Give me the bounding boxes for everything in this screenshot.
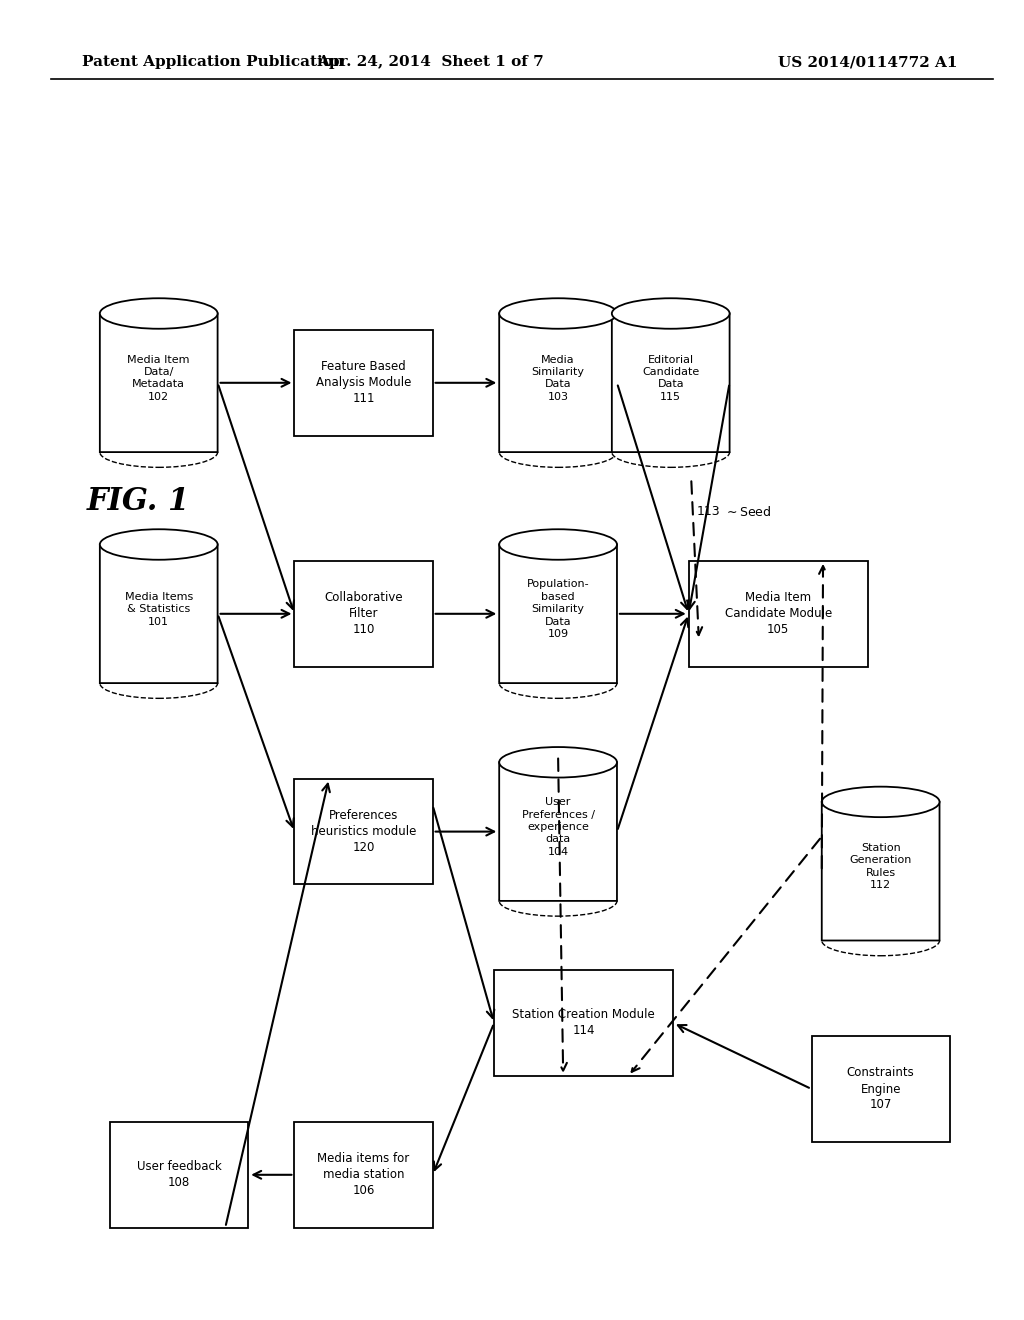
FancyBboxPatch shape xyxy=(295,1122,432,1228)
FancyBboxPatch shape xyxy=(612,314,729,451)
Ellipse shape xyxy=(821,787,940,817)
Ellipse shape xyxy=(500,668,616,698)
Text: Constraints
Engine
107: Constraints Engine 107 xyxy=(847,1067,914,1111)
Text: 113: 113 xyxy=(696,506,720,517)
Ellipse shape xyxy=(500,529,616,560)
Ellipse shape xyxy=(821,925,940,956)
Text: $\sim$Seed: $\sim$Seed xyxy=(724,504,771,519)
Ellipse shape xyxy=(500,437,616,467)
Text: US 2014/0114772 A1: US 2014/0114772 A1 xyxy=(778,55,957,69)
Text: FIG. 1: FIG. 1 xyxy=(87,486,190,517)
Text: Preferences
heuristics module
120: Preferences heuristics module 120 xyxy=(311,809,416,854)
FancyBboxPatch shape xyxy=(100,544,218,682)
Text: Editorial
Candidate
Data
115: Editorial Candidate Data 115 xyxy=(642,355,699,401)
FancyBboxPatch shape xyxy=(110,1122,248,1228)
FancyBboxPatch shape xyxy=(500,314,616,451)
FancyBboxPatch shape xyxy=(688,561,867,667)
Text: Station Creation Module
114: Station Creation Module 114 xyxy=(512,1008,655,1038)
Text: Feature Based
Analysis Module
111: Feature Based Analysis Module 111 xyxy=(315,360,412,405)
Text: Media items for
media station
106: Media items for media station 106 xyxy=(317,1152,410,1197)
Text: Media
Similarity
Data
103: Media Similarity Data 103 xyxy=(531,355,585,401)
Text: User feedback
108: User feedback 108 xyxy=(137,1160,221,1189)
Ellipse shape xyxy=(612,298,729,329)
Text: Apr. 24, 2014  Sheet 1 of 7: Apr. 24, 2014 Sheet 1 of 7 xyxy=(316,55,544,69)
Text: Patent Application Publication: Patent Application Publication xyxy=(82,55,344,69)
Ellipse shape xyxy=(500,747,616,777)
Ellipse shape xyxy=(500,298,616,329)
FancyBboxPatch shape xyxy=(295,561,432,667)
Ellipse shape xyxy=(100,298,217,329)
Text: User
Preferences /
experience
data
104: User Preferences / experience data 104 xyxy=(521,797,595,857)
Text: 100: 100 xyxy=(152,611,189,630)
Text: Station
Generation
Rules
112: Station Generation Rules 112 xyxy=(850,843,911,890)
FancyBboxPatch shape xyxy=(811,1036,950,1142)
FancyBboxPatch shape xyxy=(500,544,616,682)
Text: Media Items
& Statistics
101: Media Items & Statistics 101 xyxy=(125,591,193,627)
Text: Media Item
Data/
Metadata
102: Media Item Data/ Metadata 102 xyxy=(127,355,190,401)
Text: Collaborative
Filter
110: Collaborative Filter 110 xyxy=(325,591,402,636)
Text: Population-
based
Similarity
Data
109: Population- based Similarity Data 109 xyxy=(526,579,590,639)
Ellipse shape xyxy=(100,437,217,467)
FancyBboxPatch shape xyxy=(494,970,674,1076)
FancyBboxPatch shape xyxy=(295,779,432,884)
Ellipse shape xyxy=(100,529,217,560)
FancyBboxPatch shape xyxy=(295,330,432,436)
FancyBboxPatch shape xyxy=(821,801,940,940)
Ellipse shape xyxy=(500,886,616,916)
FancyBboxPatch shape xyxy=(500,763,616,900)
Text: Media Item
Candidate Module
105: Media Item Candidate Module 105 xyxy=(725,591,831,636)
Ellipse shape xyxy=(612,437,729,467)
Ellipse shape xyxy=(100,668,217,698)
FancyBboxPatch shape xyxy=(100,314,218,451)
